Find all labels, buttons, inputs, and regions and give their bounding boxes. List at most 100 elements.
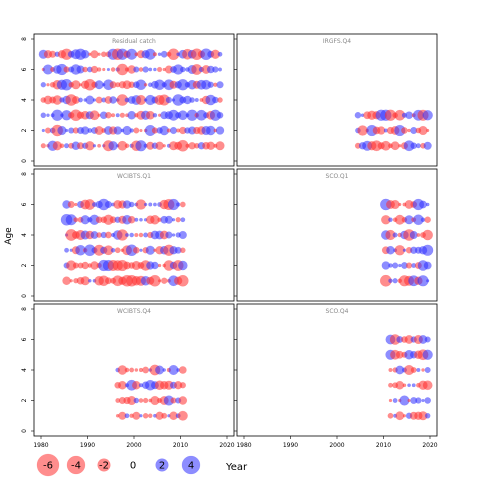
residual-bubble bbox=[40, 112, 47, 118]
residual-bubble bbox=[96, 67, 102, 72]
residual-bubble bbox=[64, 128, 69, 133]
residual-bubble bbox=[398, 202, 402, 207]
residual-bubble bbox=[67, 201, 75, 208]
residual-bubble bbox=[155, 141, 164, 150]
x-tick-label: 2000 bbox=[329, 442, 344, 449]
residual-bubble bbox=[59, 143, 65, 149]
bubbles bbox=[114, 364, 188, 421]
bubbles bbox=[354, 109, 433, 152]
residual-bubble bbox=[148, 413, 153, 418]
legend-label: -2 bbox=[99, 461, 109, 472]
residual-bubble bbox=[114, 247, 121, 254]
legend-label: -4 bbox=[71, 461, 81, 472]
residual-bubble bbox=[398, 263, 402, 268]
panel-title: Residual catch bbox=[112, 38, 156, 45]
residual-bubble bbox=[142, 397, 149, 404]
residual-bubble bbox=[411, 383, 416, 388]
legend-label: 0 bbox=[130, 461, 136, 472]
residual-bubble bbox=[74, 202, 78, 207]
residual-bubble bbox=[90, 65, 99, 74]
residual-bubble bbox=[390, 141, 400, 151]
residual-bubble bbox=[143, 83, 148, 87]
residual-bubble bbox=[151, 261, 159, 270]
x-tick-label: 2010 bbox=[376, 442, 391, 449]
residual-bubble bbox=[179, 382, 186, 389]
residual-bubble bbox=[392, 278, 398, 284]
residual-bubble bbox=[90, 50, 99, 59]
x-tick-label: 1980 bbox=[236, 442, 251, 449]
residual-bubble bbox=[133, 397, 140, 404]
residual-bubble bbox=[105, 231, 112, 239]
residual-bubble bbox=[128, 201, 135, 208]
residual-bubble bbox=[119, 112, 125, 118]
residual-bubble bbox=[415, 143, 421, 149]
residual-bubble bbox=[41, 128, 45, 133]
residual-bubble bbox=[423, 261, 432, 270]
residual-bubble bbox=[177, 275, 189, 287]
panel-4: SCO.Q1 bbox=[234, 168, 438, 302]
residual-bubble bbox=[139, 128, 143, 133]
x-tick-label: 1980 bbox=[33, 442, 48, 449]
legend-entry: 0 bbox=[130, 461, 136, 472]
panel-2: IRGFS.Q4 bbox=[234, 33, 438, 167]
residual-bubble bbox=[92, 144, 97, 148]
residual-bubble bbox=[92, 98, 97, 102]
legend-entry: 4 bbox=[181, 455, 201, 475]
residual-bubble bbox=[40, 143, 46, 149]
residual-bubble bbox=[105, 112, 112, 119]
residual-bubble bbox=[178, 260, 188, 271]
panels-layer: Residual catch 0 2 4 6 8 IRGFS.Q4 WCIBTS.Q1 0 2 4 6… bbox=[21, 33, 438, 449]
legend-bubble bbox=[66, 455, 86, 475]
y-tick-label: 2 bbox=[21, 263, 28, 267]
residual-bubble bbox=[162, 144, 166, 148]
residual-bubble bbox=[180, 66, 186, 73]
residual-bubble bbox=[148, 202, 153, 207]
residual-bubble bbox=[392, 262, 399, 269]
residual-bubble bbox=[409, 231, 418, 239]
residual-bubble bbox=[88, 279, 92, 283]
bubbles bbox=[60, 198, 189, 287]
residual-bubble bbox=[179, 201, 186, 208]
residual-bubble bbox=[419, 200, 427, 209]
residual-bubble bbox=[388, 263, 393, 268]
residual-bubble bbox=[104, 200, 112, 209]
residual-bubble bbox=[176, 202, 181, 207]
x-axis-title: Year bbox=[225, 462, 248, 473]
residual-bubble bbox=[402, 383, 407, 388]
residual-bubble bbox=[401, 127, 408, 134]
residual-bubble bbox=[422, 244, 434, 256]
residual-bubble bbox=[180, 217, 186, 223]
residual-bubble bbox=[94, 80, 104, 90]
panel-3: WCIBTS.Q1 0 2 4 6 8 bbox=[21, 168, 235, 302]
residual-bubble bbox=[69, 279, 73, 283]
residual-bubble bbox=[388, 367, 393, 373]
residual-bubble bbox=[161, 277, 168, 284]
residual-bubble bbox=[164, 215, 173, 224]
x-tick-label: 2020 bbox=[422, 442, 437, 449]
legend-label: 4 bbox=[188, 461, 194, 472]
residual-bubble bbox=[97, 143, 102, 148]
residual-bubble bbox=[392, 232, 398, 238]
residual-bubble bbox=[139, 217, 143, 222]
legend-entry: 2 bbox=[155, 458, 169, 472]
y-tick-label: 8 bbox=[21, 172, 28, 176]
residual-bubble bbox=[407, 128, 411, 133]
residual-bubble bbox=[407, 383, 411, 388]
residual-bubble bbox=[216, 81, 224, 89]
residual-bubble bbox=[133, 246, 140, 254]
residual-bubble bbox=[422, 229, 433, 241]
panel-1: Residual catch 0 2 4 6 8 bbox=[21, 33, 235, 167]
x-tick-label: 1990 bbox=[80, 442, 95, 449]
residual-bubble bbox=[106, 67, 111, 72]
residual-bubble bbox=[426, 279, 430, 283]
panel-title: IRGFS.Q4 bbox=[323, 38, 351, 45]
residual-bubble bbox=[424, 216, 431, 223]
legend: -6 -4 -2 0 2 4 bbox=[36, 453, 201, 477]
residual-bubble bbox=[194, 98, 199, 103]
y-tick-label: 4 bbox=[21, 233, 28, 237]
residual-bubble bbox=[132, 411, 141, 420]
y-tick-label: 2 bbox=[21, 128, 28, 132]
residual-bubble bbox=[142, 413, 149, 419]
residual-bubble bbox=[416, 233, 421, 237]
